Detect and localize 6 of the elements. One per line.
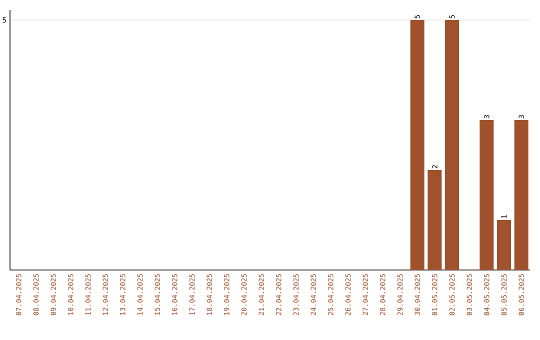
bar — [445, 20, 460, 270]
bar — [410, 20, 424, 270]
bar — [497, 220, 512, 270]
bar — [514, 120, 528, 270]
bar — [480, 120, 494, 270]
bar — [428, 170, 442, 270]
